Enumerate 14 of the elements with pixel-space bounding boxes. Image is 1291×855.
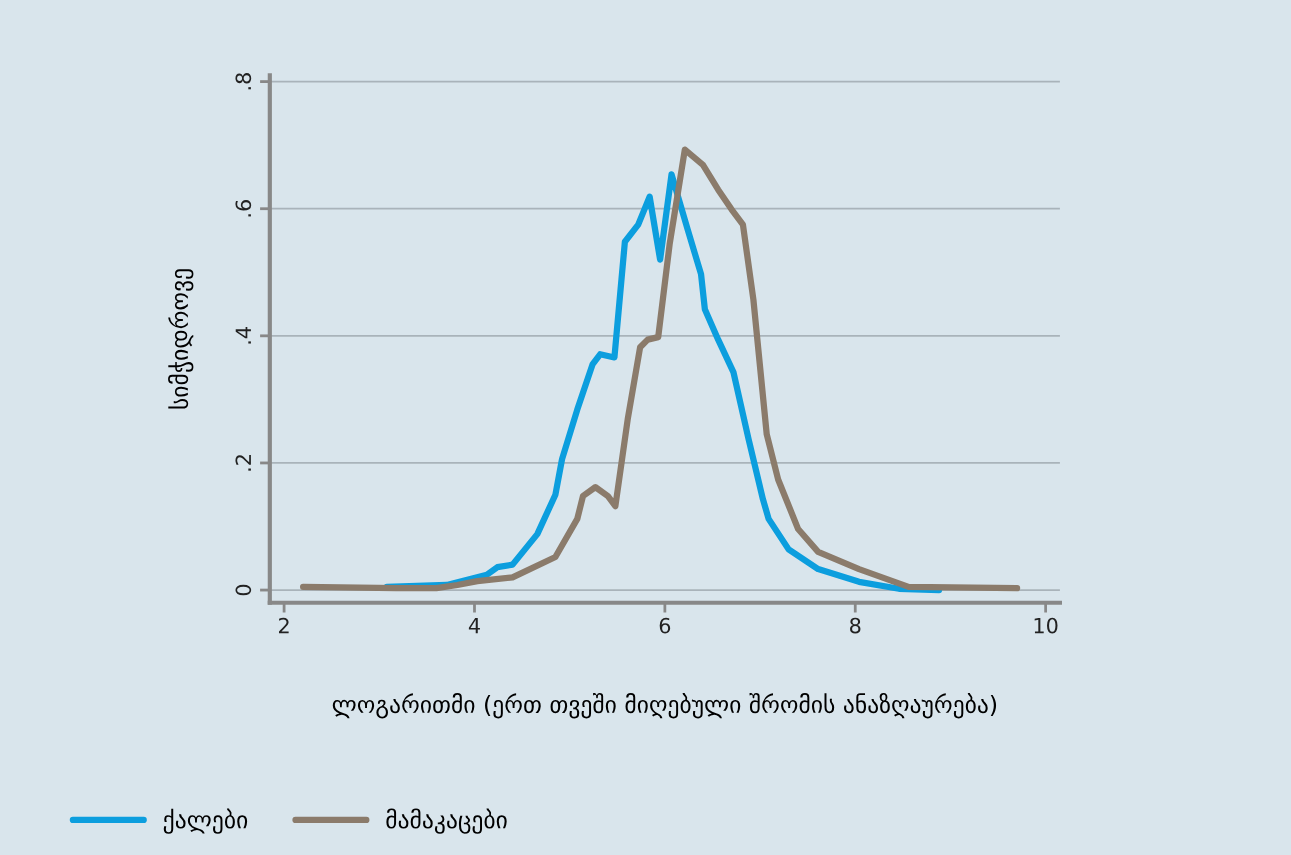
x-tick-label: 8 [850,617,861,634]
legend-label: ქალები [163,808,248,834]
x-tick-label: 2 [279,617,289,634]
x-axis-title: ლოგარითმი (ერთ თვეში მიღებული შრომის ანაზღაურება) [332,693,997,719]
y-tick-label: .6 [235,200,252,217]
x-tick-label: 6 [659,617,671,634]
x-tick-label: 10 [1034,617,1058,634]
x-tick-label: 4 [468,618,480,634]
y-tick-label: .2 [235,455,251,471]
legend-label: მამაკაცები [386,808,507,834]
y-axis-title: სიმჭიდროვე [168,269,194,409]
y-tick-label: .8 [235,73,252,90]
y-tick-label: 0 [235,584,252,596]
y-tick-label: .4 [235,327,251,344]
